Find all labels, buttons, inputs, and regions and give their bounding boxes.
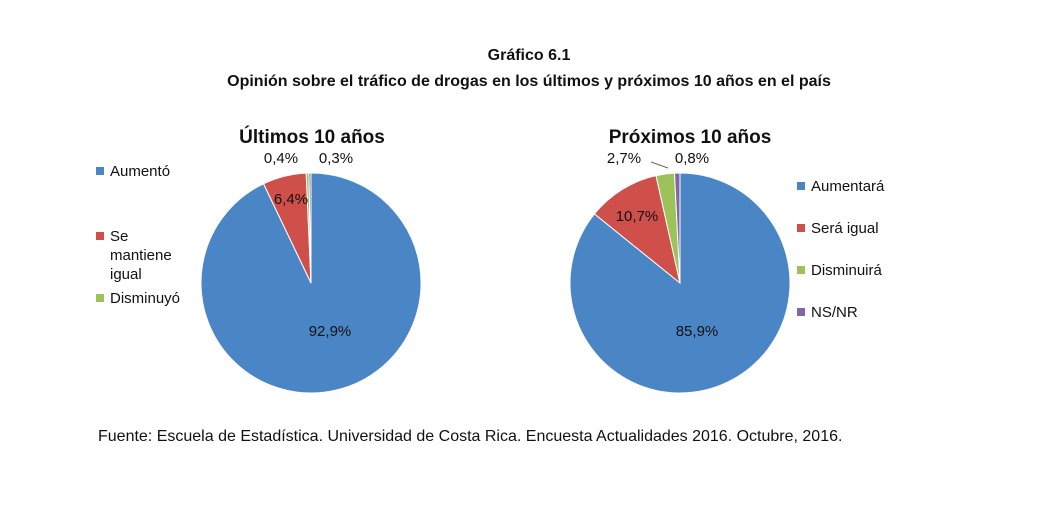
pie-charts: Últimos 10 años 92,9% 6,4% 0,4% 0,3% Aumentó S… xyxy=(96,126,885,394)
source-note: Fuente: Escuela de Estadística. Universi… xyxy=(98,428,843,445)
legend-label: Se xyxy=(110,228,128,245)
figure-number: Gráfico 6.1 xyxy=(487,47,571,64)
data-label: 92,9% xyxy=(309,323,352,340)
data-label: 0,8% xyxy=(675,150,709,167)
legend-swatch xyxy=(797,266,805,274)
legend-swatch xyxy=(96,167,104,175)
chart-title: Próximos 10 años xyxy=(609,127,772,148)
legend-swatch xyxy=(96,294,104,302)
legend-swatch xyxy=(797,224,805,232)
leader-line xyxy=(650,161,669,169)
pie-slice xyxy=(308,172,312,284)
legend-label: Será igual xyxy=(811,220,879,237)
chart-title: Últimos 10 años xyxy=(239,126,385,148)
legend-swatch xyxy=(797,182,805,190)
data-label: 6,4% xyxy=(274,191,308,208)
legend-swatch xyxy=(797,308,805,316)
pie-chart-2: Próximos 10 años 85,9% 10,7% 2,7% 0,8% Aument… xyxy=(569,127,885,394)
figure-title: Opinión sobre el tráfico de drogas en lo… xyxy=(227,73,831,90)
data-label: 0,3% xyxy=(319,150,353,167)
pie-chart-1: Últimos 10 años 92,9% 6,4% 0,4% 0,3% Aumentó S… xyxy=(96,126,422,394)
legend-swatch xyxy=(96,232,104,240)
data-label: 0,4% xyxy=(264,150,298,167)
legend-label: NS/NR xyxy=(811,304,858,321)
legend-label: mantiene xyxy=(110,247,172,264)
legend-label: Aumentará xyxy=(811,178,885,195)
pie-slice xyxy=(593,175,681,285)
legend-label: Disminuirá xyxy=(811,262,883,279)
legend-label: Aumentó xyxy=(110,163,170,180)
legend-label: igual xyxy=(110,266,142,283)
data-label: 85,9% xyxy=(676,323,719,340)
data-label: 10,7% xyxy=(616,208,659,225)
pie-slice xyxy=(673,172,681,284)
data-label: 2,7% xyxy=(607,150,641,167)
legend-label: Disminuyó xyxy=(110,290,180,307)
